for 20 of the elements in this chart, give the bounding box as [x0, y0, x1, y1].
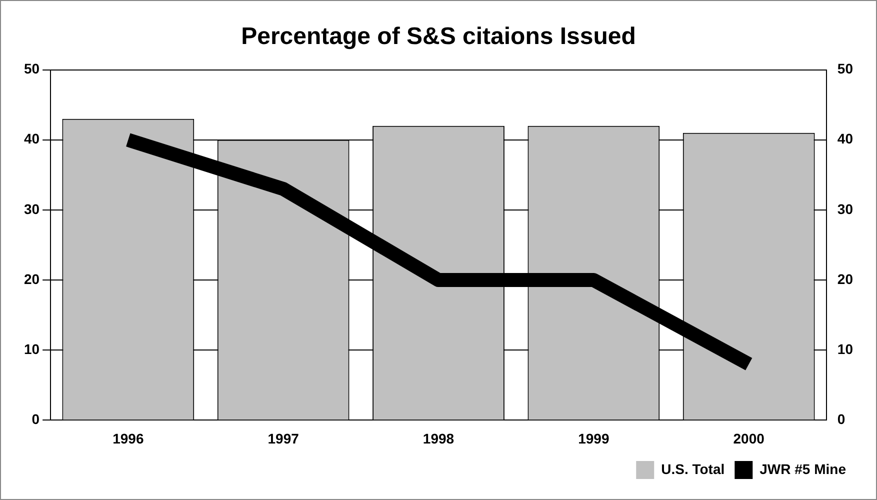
y2-tick-label: 50 [837, 60, 854, 77]
y2-tick-label: 20 [837, 270, 854, 287]
x-tick-label: 1997 [268, 430, 300, 446]
y2-tick-label: 0 [837, 411, 846, 428]
y-tick-label: 0 [32, 411, 40, 428]
chart-title: Percentage of S&S citaions Issued [241, 23, 636, 50]
y-tick-label: 20 [24, 270, 40, 287]
x-tick-label: 1998 [422, 430, 454, 446]
legend-label: JWR #5 Mine [760, 460, 846, 477]
x-tick-label: 2000 [733, 430, 765, 446]
y2-tick-label: 10 [837, 340, 854, 357]
y-tick-label: 40 [24, 130, 40, 147]
y-tick-label: 30 [24, 200, 40, 217]
x-tick-label: 1999 [578, 430, 610, 446]
y-tick-label: 50 [24, 60, 40, 77]
y-tick-label: 10 [24, 340, 40, 357]
legend-label: U.S. Total [661, 460, 725, 477]
y2-tick-label: 30 [837, 200, 854, 217]
x-tick-label: 1996 [112, 430, 144, 446]
y2-tick-label: 40 [837, 130, 854, 147]
